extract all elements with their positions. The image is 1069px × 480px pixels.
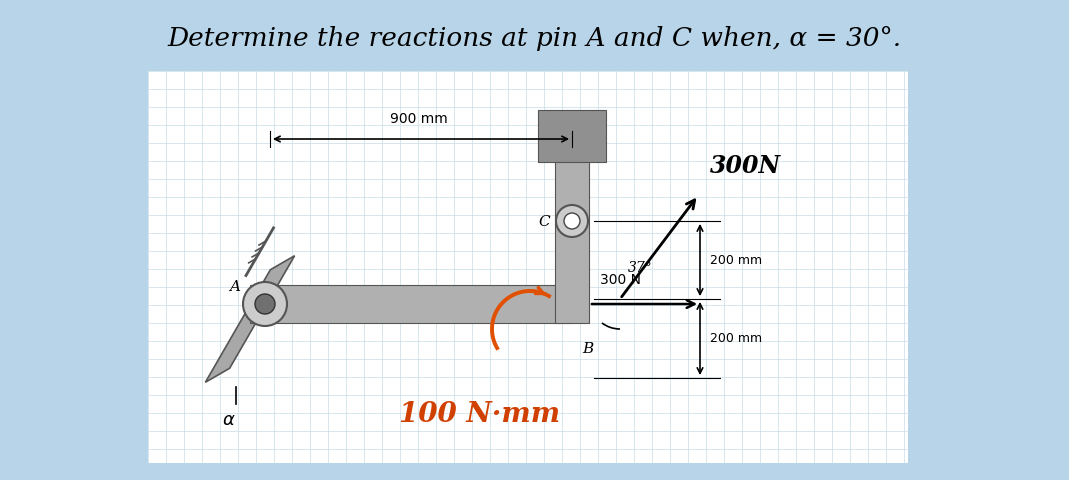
Bar xyxy=(538,111,606,163)
Text: 100 N·mm: 100 N·mm xyxy=(400,401,560,428)
Text: 300 N: 300 N xyxy=(600,273,640,287)
Circle shape xyxy=(556,205,588,238)
Text: 300N: 300N xyxy=(710,154,781,178)
Bar xyxy=(555,155,589,324)
Text: 200 mm: 200 mm xyxy=(710,254,762,267)
Polygon shape xyxy=(205,256,295,383)
Text: $\alpha$: $\alpha$ xyxy=(222,410,236,428)
Text: C: C xyxy=(538,215,549,228)
Text: 37°: 37° xyxy=(628,261,653,275)
Circle shape xyxy=(243,282,286,326)
Bar xyxy=(148,72,908,463)
Text: A: A xyxy=(230,279,241,293)
Text: B: B xyxy=(582,341,593,355)
Text: Determine the reactions at pin A and C when, α = 30°.: Determine the reactions at pin A and C w… xyxy=(168,25,901,50)
Circle shape xyxy=(255,294,275,314)
Circle shape xyxy=(564,214,580,229)
Bar xyxy=(250,286,570,324)
Text: 200 mm: 200 mm xyxy=(710,332,762,345)
Text: 900 mm: 900 mm xyxy=(389,112,447,126)
